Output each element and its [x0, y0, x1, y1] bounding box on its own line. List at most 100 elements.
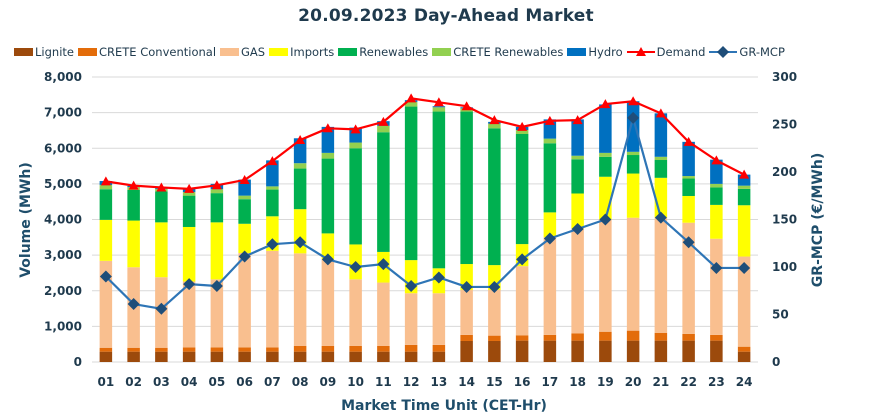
- point-gr-mcp: [155, 302, 168, 315]
- bar-imports: [710, 204, 723, 239]
- bar-gas: [321, 259, 335, 346]
- legend-label: GAS: [241, 45, 266, 59]
- y2-axis-label: GR-MCP (€/MWh): [810, 153, 826, 287]
- bar-crete-conventional: [571, 333, 584, 341]
- bar-crete-conventional: [682, 333, 695, 341]
- legend-label: Hydro: [588, 45, 623, 59]
- x-tick-label: 19: [597, 375, 614, 389]
- bar-renewables: [432, 111, 446, 269]
- bar-gas: [293, 253, 307, 346]
- y2-tick-label: 100: [772, 260, 797, 274]
- point-demand: [267, 156, 278, 166]
- bar-crete-renewables: [210, 189, 224, 194]
- bar-lignite: [293, 351, 307, 362]
- bar-gas: [599, 219, 612, 332]
- bar-gas: [571, 228, 584, 334]
- point-gr-mcp: [738, 261, 751, 274]
- bar-gas: [182, 281, 196, 348]
- bar-gas: [488, 290, 501, 336]
- point-gr-mcp: [654, 211, 667, 224]
- bar-crete-renewables: [321, 152, 335, 159]
- bar-crete-conventional: [432, 344, 446, 352]
- point-gr-mcp: [99, 270, 112, 283]
- point-gr-mcp: [238, 250, 251, 263]
- bar-renewables: [99, 189, 113, 220]
- point-demand: [239, 174, 250, 184]
- bar-imports: [210, 222, 224, 280]
- bar-lignite: [238, 351, 251, 362]
- bar-renewables: [238, 199, 251, 224]
- bar-imports: [460, 264, 473, 291]
- point-demand: [683, 136, 694, 146]
- x-tick-label: 10: [347, 375, 364, 389]
- bar-crete-conventional: [127, 347, 140, 352]
- point-demand: [378, 116, 389, 126]
- point-gr-mcp: [405, 280, 418, 292]
- point-gr-mcp: [488, 280, 501, 293]
- x-tick-label: 06: [236, 375, 253, 389]
- bar-hydro: [293, 138, 307, 164]
- point-demand: [433, 97, 444, 107]
- x-tick-label: 05: [209, 375, 226, 389]
- bar-lignite: [127, 351, 140, 362]
- x-tick-label: 07: [264, 375, 281, 389]
- bar-renewables: [155, 191, 168, 223]
- bar-crete-renewables: [654, 156, 668, 161]
- bar-hydro: [710, 159, 723, 184]
- point-demand: [100, 176, 111, 186]
- bar-gas: [682, 222, 695, 334]
- bar-lignite: [460, 340, 473, 362]
- bar-lignite: [710, 340, 723, 362]
- point-demand: [572, 115, 583, 125]
- bar-imports: [543, 212, 557, 238]
- bar-crete-renewables: [543, 138, 557, 144]
- legend-label: Renewables: [359, 45, 429, 59]
- bar-lignite: [321, 351, 335, 362]
- point-gr-mcp: [349, 261, 362, 273]
- bar-crete-conventional: [515, 335, 529, 341]
- bar-gas: [404, 293, 418, 345]
- x-tick-label: 09: [320, 375, 337, 389]
- bar-crete-renewables: [682, 176, 695, 179]
- x-tick-label: 20: [625, 375, 642, 389]
- y2-tick-label: 300: [772, 70, 797, 84]
- y-tick-label: 4,000: [44, 213, 82, 227]
- legend: Lignite CRETE Conventional GAS Imports Renew…: [14, 45, 789, 59]
- bar-renewables: [515, 134, 529, 245]
- bar-imports: [182, 226, 196, 282]
- bar-renewables: [404, 106, 418, 261]
- y-axis-label: Volume (MWh): [18, 162, 34, 278]
- bar-crete-renewables: [293, 163, 307, 169]
- point-gr-mcp: [627, 111, 640, 124]
- bar-hydro: [321, 126, 335, 153]
- chart-title: 20.09.2023 Day-Ahead Market: [298, 6, 594, 26]
- bar-renewables: [543, 143, 557, 213]
- bar-renewables: [182, 195, 196, 227]
- bar-crete-conventional: [654, 332, 668, 341]
- legend-label: CRETE Renewables: [453, 45, 564, 59]
- bar-renewables: [321, 158, 335, 234]
- x-tick-label: 11: [375, 375, 392, 389]
- bar-crete-renewables: [266, 186, 279, 190]
- bar-renewables: [710, 187, 723, 205]
- y-tick-label: 1,000: [44, 319, 82, 333]
- x-tick-label: 18: [569, 375, 586, 389]
- bar-crete-conventional: [737, 346, 751, 352]
- bar-lignite: [682, 340, 695, 362]
- point-demand: [461, 101, 472, 111]
- bar-lignite: [543, 340, 557, 362]
- bar-crete-renewables: [710, 183, 723, 188]
- bar-crete-conventional: [321, 345, 335, 352]
- legend-line-marker: [709, 46, 738, 58]
- legend-swatch: [14, 48, 33, 56]
- point-demand: [544, 115, 555, 125]
- bar-gas: [737, 256, 751, 347]
- bar-gas: [99, 260, 113, 348]
- x-tick-label: 13: [431, 375, 448, 389]
- bar-crete-renewables: [626, 151, 640, 156]
- y2-tick-label: 150: [772, 213, 797, 227]
- legend-line-marker: [626, 47, 655, 56]
- bar-lignite: [377, 351, 390, 362]
- bar-crete-conventional: [238, 347, 251, 352]
